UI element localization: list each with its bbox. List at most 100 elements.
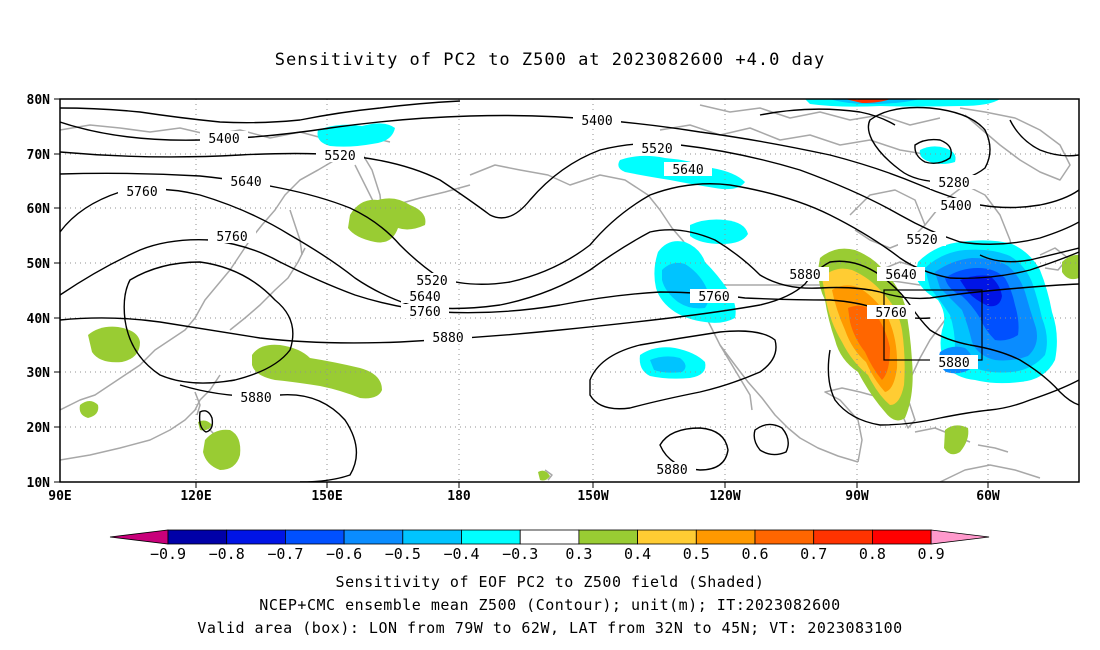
coast-taiwan	[194, 391, 201, 416]
contour-label-text-14: 5520	[416, 274, 447, 289]
contour-label-22: 5880	[648, 462, 696, 478]
colorbar-box	[226, 529, 286, 545]
shade-green-kamchatka	[348, 198, 426, 243]
contour-label-13: 5880	[781, 267, 829, 283]
coast-mexico-central	[787, 427, 859, 463]
contour-label-17: 5760	[401, 304, 449, 320]
contour-label-text-15: 5640	[409, 290, 440, 305]
lat-label-10n: 10N	[27, 476, 51, 491]
coast-arctic-islands	[699, 104, 941, 126]
coast-hawaii	[544, 469, 553, 481]
colorbar-box	[695, 529, 756, 545]
lat-label-80n: 80N	[27, 93, 51, 108]
contour-label-15: 5640	[401, 289, 449, 305]
colorbar-tick-label: −0.5	[385, 545, 421, 563]
contour-label-text-16: 5760	[698, 290, 729, 305]
contour-5880-g	[589, 330, 777, 410]
contour-label-14: 5520	[408, 273, 456, 289]
contour-label-text-4: 5520	[641, 142, 672, 157]
contour-label-text-6: 5640	[672, 163, 703, 178]
contour-label-text-9: 5280	[938, 176, 969, 191]
contour-label-18: 5760	[867, 305, 915, 321]
shade-green-small-3	[538, 470, 550, 481]
colorbar-tick-label: 0.9	[918, 545, 945, 563]
shade-green-pacific-west	[88, 326, 140, 363]
axis-ticks	[54, 98, 989, 488]
lon-label-150e: 150E	[311, 489, 342, 504]
contour-label-2: 5400	[573, 113, 621, 129]
contour-5880-b	[123, 261, 294, 384]
lat-label-70n: 70N	[27, 148, 51, 163]
shade-green-small-1	[79, 401, 99, 418]
contour-label-10: 5400	[932, 198, 980, 214]
contour-label-21: 5880	[232, 390, 280, 406]
colorbar-arrow-right	[930, 529, 990, 545]
contour-label-text-20: 5880	[938, 356, 969, 371]
contour-label-1: 5400	[200, 131, 248, 147]
contour-label-text-5: 5640	[230, 175, 261, 190]
colorbar-box	[578, 529, 639, 545]
contour-label-text-11: 5520	[906, 233, 937, 248]
coast-south-america	[939, 464, 1041, 482]
contour-label-text-3: 5520	[324, 149, 355, 164]
colorbar-tick-label: −0.4	[443, 545, 479, 563]
colorbar-box	[519, 529, 580, 545]
contour-label-4: 5520	[633, 141, 681, 157]
contour-label-7: 5760	[118, 184, 166, 200]
shade-lightblue-mexico	[650, 356, 686, 373]
map-figure: 5400 5400 5520 5520 5640 5640 5760 5760 …	[27, 93, 1080, 563]
lon-label-120w: 120W	[709, 489, 740, 504]
lon-label-60w: 60W	[976, 489, 1000, 504]
colorbar-arrow-left	[109, 529, 169, 545]
colorbar-box	[637, 529, 697, 545]
coast-hispaniola	[977, 444, 1009, 453]
contour-5640-b	[979, 247, 1079, 263]
lat-label-30n: 30N	[27, 366, 51, 381]
coast-east-asia	[60, 169, 319, 411]
contour-label-16: 5760	[690, 289, 738, 305]
contour-label-text-2: 5400	[581, 114, 612, 129]
contour-5760-b	[60, 239, 931, 320]
lon-label-150w: 150W	[577, 489, 608, 504]
contour-labels: 5400 5400 5520 5520 5640 5640 5760 5760 …	[118, 113, 980, 478]
contour-label-text-17: 5760	[409, 305, 440, 320]
colorbar-box	[813, 529, 873, 545]
lat-label-40n: 40N	[27, 312, 51, 327]
contour-5880-h	[827, 349, 1079, 426]
shade-green-atlantic-east	[1062, 254, 1079, 280]
plot-title: Sensitivity of PC2 to Z500 at 2023082600…	[274, 50, 826, 70]
lon-label-90w: 90W	[845, 489, 869, 504]
lon-label-180: 180	[447, 489, 471, 504]
colorbar-box	[343, 529, 404, 545]
contour-5880-d	[198, 410, 214, 433]
lat-label-50n: 50N	[27, 257, 51, 272]
contour-5880-f	[753, 423, 789, 456]
colorbar-tick-label: −0.3	[502, 545, 538, 563]
footer-line-contour: NCEP+CMC ensemble mean Z500 (Contour); u…	[259, 596, 841, 614]
contour-label-text-22: 5880	[656, 463, 687, 478]
shade-cyan-pacific-ne	[690, 219, 748, 244]
colorbar-tick-label: 0.3	[565, 545, 592, 563]
contour-label-5: 5640	[222, 174, 270, 190]
colorbar-box	[167, 529, 228, 545]
colorbar-tick-label: −0.9	[150, 545, 186, 563]
coast-aleutians	[394, 184, 471, 206]
lon-labels: 90E 120E 150E 180 150W 120W 90W 60W	[48, 489, 1000, 504]
colorbar-tick-label: 0.8	[859, 545, 886, 563]
z500-contours	[60, 100, 1079, 482]
colorbar-tick-label: 0.4	[624, 545, 651, 563]
coast-canada-north	[659, 124, 931, 156]
contour-5880-a	[60, 260, 1079, 406]
contour-label-text-7: 5760	[126, 185, 157, 200]
colorbar-box	[461, 529, 521, 545]
shade-green-pacific-central	[252, 344, 382, 399]
contour-label-text-10: 5400	[940, 199, 971, 214]
coast-alaska	[469, 164, 685, 243]
lon-label-120e: 120E	[180, 489, 211, 504]
colorbar	[109, 529, 990, 545]
contour-label-text-21: 5880	[240, 391, 271, 406]
colorbar-tick-label: −0.7	[267, 545, 303, 563]
contour-5520-b	[60, 100, 461, 124]
shade-green-caribbean	[944, 425, 969, 455]
contour-label-12: 5640	[877, 267, 925, 283]
